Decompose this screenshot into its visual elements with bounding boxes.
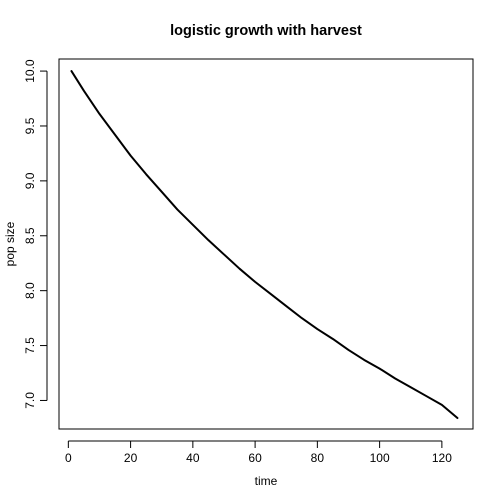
x-tick-label: 80 xyxy=(311,451,325,465)
y-tick-label: 7.0 xyxy=(23,392,37,409)
x-axis: 0 20 40 60 80 100 120 xyxy=(65,440,452,465)
y-tick-label: 10.0 xyxy=(23,59,37,83)
y-tick-label: 9.5 xyxy=(23,117,37,134)
y-tick-label: 9.0 xyxy=(23,172,37,189)
y-axis-label: pop size xyxy=(3,221,17,266)
x-tick-label: 100 xyxy=(370,451,390,465)
series-layer xyxy=(70,70,459,420)
chart-title: logistic growth with harvest xyxy=(170,23,362,39)
plot-frame xyxy=(58,58,474,430)
x-tick-label: 120 xyxy=(432,451,452,465)
x-tick-label: 40 xyxy=(186,451,200,465)
x-axis-label: time xyxy=(255,474,278,488)
y-tick-label: 8.5 xyxy=(23,227,37,244)
x-tick-label: 20 xyxy=(124,451,138,465)
y-tick-label: 7.5 xyxy=(23,337,37,354)
x-tick-label: 0 xyxy=(65,451,72,465)
x-tick-label: 60 xyxy=(248,451,262,465)
y-axis: 7.0 7.5 8.0 8.5 9.0 9.5 10.0 xyxy=(23,59,48,409)
series-line xyxy=(70,70,459,420)
y-tick-label: 8.0 xyxy=(23,282,37,299)
